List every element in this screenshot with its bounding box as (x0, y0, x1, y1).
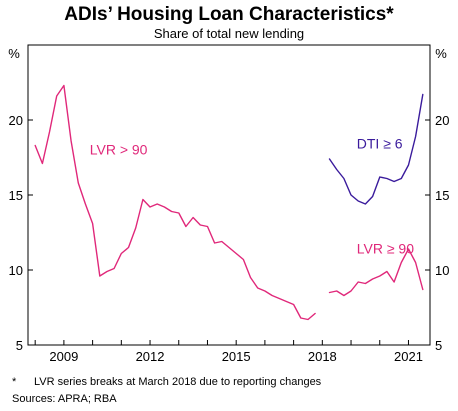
series-annotation-2: DTI ≥ 6 (357, 136, 403, 152)
x-tick-label: 2012 (136, 349, 165, 364)
plot-frame (27, 44, 431, 346)
y-axis-left: 5 10 15 20 (9, 113, 33, 353)
footnote: LVR series breaks at March 2018 due to r… (34, 376, 322, 388)
y-tick-label-right: 20 (435, 113, 449, 128)
y-unit-right: % (435, 46, 447, 61)
sources: Sources: APRA; RBA (12, 393, 117, 405)
series-annotation-0: LVR > 90 (90, 142, 148, 158)
y-tick-label-left: 15 (9, 188, 23, 203)
y-tick-label-left: 10 (9, 263, 23, 278)
x-tick-label: 2021 (394, 349, 423, 364)
y-unit-left: % (8, 46, 20, 61)
x-tick-label: 2018 (308, 349, 337, 364)
series-line-1-0 (328, 93, 424, 205)
y-axis-right: 5 10 15 20 (425, 113, 449, 353)
y-tick-label-right: 10 (435, 263, 449, 278)
annotations-group: LVR > 90 LVR ≥ 90 DTI ≥ 6 (90, 136, 414, 257)
y-tick-label-right: 5 (435, 338, 442, 353)
y-tick-label-left: 5 (16, 338, 23, 353)
x-tick-label: 2009 (49, 349, 78, 364)
y-tick-label-left: 20 (9, 113, 23, 128)
series-group (34, 84, 424, 321)
chart-subtitle: Share of total new lending (154, 26, 304, 41)
x-tick-label: 2015 (222, 349, 251, 364)
series-line-0-0 (34, 84, 316, 321)
series-line-0-1 (328, 248, 424, 297)
chart-title: ADIs’ Housing Loan Characteristics* (64, 4, 394, 25)
x-axis: 2009 2012 2015 2018 2021 (34, 340, 423, 364)
series-annotation-1: LVR ≥ 90 (357, 241, 414, 257)
y-tick-label-right: 15 (435, 188, 449, 203)
footnote-marker: * (12, 376, 17, 388)
